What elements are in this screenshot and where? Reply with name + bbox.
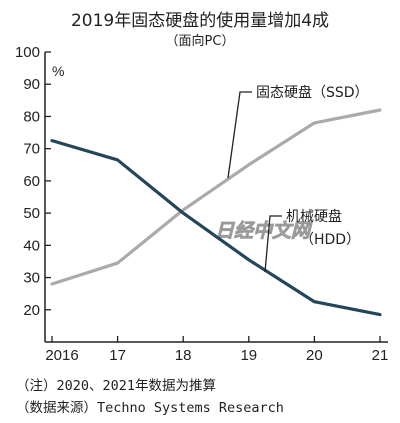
note-source: （数据来源）Techno Systems Research [16,400,284,416]
hdd-callout: 机械硬盘 （HDD） [264,208,360,273]
x-tick-label: 20 [306,347,323,364]
y-tick-label: 20 [23,302,40,319]
hdd-series-line [50,139,382,317]
x-tick-label: 19 [240,347,257,364]
y-axis: 100 90 80 70 60 50 40 30 20 [15,44,51,342]
x-tick-label: 17 [109,347,126,364]
x-tick-label: 18 [175,347,192,364]
ssd-leader-line [227,91,252,179]
watermark-logo: 日经中文网 [215,220,313,242]
x-axis: 2016 17 18 19 20 21 [45,336,388,364]
y-tick-label: 30 [23,270,40,287]
y-tick-label: 80 [23,108,40,125]
y-tick-label: 90 [23,76,40,93]
hdd-leader-line [264,215,282,273]
unit-label: % [52,63,64,79]
note-estimate: （注）2020、2021年数据为推算 [16,378,217,394]
y-tick-label: 50 [23,205,40,222]
y-tick-label: 100 [15,44,40,61]
y-tick-label: 60 [23,173,40,190]
chart-subtitle: （面向PC） [165,34,235,49]
y-tick-label: 70 [23,141,40,158]
ssd-series-line [50,108,382,286]
x-tick-label: 21 [372,347,389,364]
hdd-label-line1: 机械硬盘 [286,208,342,225]
y-tick-label: 40 [23,237,40,254]
x-tick-label: 2016 [45,347,78,364]
hdd-label-line2: （HDD） [300,232,360,248]
ssd-callout: 固态硬盘（SSD） [227,84,369,179]
ssd-label: 固态硬盘（SSD） [256,84,369,101]
chart-title: 2019年固态硬盘的使用量增加4成 [70,11,330,31]
